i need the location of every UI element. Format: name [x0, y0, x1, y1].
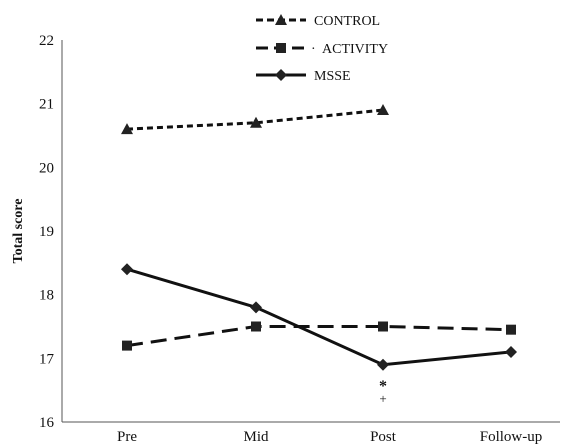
legend-item-activity: · ACTIVITY	[256, 42, 388, 57]
legend-swatch-marker	[276, 43, 286, 53]
x-tick-label: Pre	[117, 429, 137, 444]
x-tick-label: Follow-up	[480, 429, 543, 444]
data-point	[378, 321, 388, 332]
series-activity	[122, 321, 516, 351]
y-tick-label: 19	[39, 224, 54, 240]
data-point	[250, 301, 262, 314]
y-tick-label: 17	[39, 351, 55, 367]
legend-label: MSSE	[314, 69, 351, 84]
y-tick-label: 18	[39, 288, 54, 304]
data-point	[251, 321, 261, 332]
annotations: *+	[379, 378, 387, 406]
data-point	[250, 116, 262, 128]
x-tick-label: Mid	[243, 429, 269, 444]
legend-separator: ·	[311, 42, 316, 57]
y-tick-label: 20	[39, 160, 54, 176]
legend-label: ACTIVITY	[322, 42, 388, 57]
y-axis-label: Total score	[11, 199, 26, 264]
data-point	[121, 123, 133, 135]
series-line	[126, 108, 384, 131]
axes: 16 17 18 19 20 21 22 Pre Mid Post Follow-up Total…	[11, 33, 560, 444]
data-point	[377, 358, 389, 371]
data-point	[377, 104, 389, 116]
y-tick-label: 16	[39, 415, 55, 431]
annotation-label: +	[379, 391, 386, 406]
y-tick-label: 21	[39, 97, 54, 113]
data-point	[505, 345, 517, 358]
x-tick-label: Post	[370, 429, 397, 444]
series-msse	[121, 263, 517, 371]
series-line	[126, 325, 512, 348]
y-tick-label: 22	[39, 33, 54, 49]
x-tick-labels: Pre Mid Post Follow-up	[117, 429, 542, 444]
data-point	[506, 324, 516, 335]
y-tick-labels: 16 17 18 19 20 21 22	[39, 33, 55, 431]
legend-swatch-marker	[275, 14, 287, 25]
series-control	[121, 104, 389, 135]
annotation-label: *	[379, 378, 387, 395]
legend-swatch-marker	[275, 69, 287, 81]
series-line	[126, 267, 512, 367]
data-point	[122, 340, 132, 351]
data-point	[121, 263, 133, 276]
legend-item-msse: MSSE	[256, 69, 351, 84]
plot-area	[121, 104, 517, 371]
legend: CONTROL · ACTIVITY MSSE	[256, 14, 388, 84]
legend-item-control: CONTROL	[256, 14, 380, 29]
legend-label: CONTROL	[314, 14, 380, 29]
